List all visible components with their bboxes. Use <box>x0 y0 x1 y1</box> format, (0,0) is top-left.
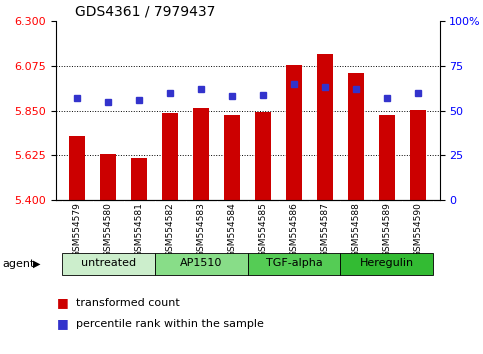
Bar <box>162 113 178 200</box>
Text: transformed count: transformed count <box>76 298 180 308</box>
Bar <box>248 253 341 275</box>
Bar <box>410 110 426 200</box>
Text: GSM554585: GSM554585 <box>258 202 268 257</box>
Bar <box>131 158 147 200</box>
Bar <box>70 136 85 200</box>
Bar <box>155 253 248 275</box>
Text: GSM554589: GSM554589 <box>383 202 391 257</box>
Bar <box>193 108 209 200</box>
Bar <box>379 115 395 200</box>
Text: untreated: untreated <box>81 258 136 268</box>
Bar <box>286 65 302 200</box>
Bar <box>224 115 240 200</box>
Bar <box>256 112 271 200</box>
Bar <box>100 154 116 200</box>
Bar <box>317 54 333 200</box>
Text: ▶: ▶ <box>33 259 41 269</box>
Text: GSM554586: GSM554586 <box>289 202 298 257</box>
Text: GDS4361 / 7979437: GDS4361 / 7979437 <box>75 5 215 19</box>
Text: ■: ■ <box>57 296 69 309</box>
Text: GSM554590: GSM554590 <box>413 202 422 257</box>
Text: GSM554587: GSM554587 <box>320 202 329 257</box>
Text: percentile rank within the sample: percentile rank within the sample <box>76 319 264 329</box>
Text: AP1510: AP1510 <box>180 258 222 268</box>
Text: ■: ■ <box>57 318 69 330</box>
Text: GSM554584: GSM554584 <box>227 202 237 257</box>
Text: Heregulin: Heregulin <box>360 258 414 268</box>
Bar <box>348 73 364 200</box>
Text: GSM554579: GSM554579 <box>73 202 82 257</box>
Text: GSM554580: GSM554580 <box>104 202 113 257</box>
Text: agent: agent <box>2 259 35 269</box>
Text: GSM554582: GSM554582 <box>166 202 175 257</box>
Bar <box>62 253 155 275</box>
Text: GSM554581: GSM554581 <box>135 202 143 257</box>
Text: GSM554588: GSM554588 <box>352 202 360 257</box>
Text: GSM554583: GSM554583 <box>197 202 206 257</box>
Text: TGF-alpha: TGF-alpha <box>266 258 322 268</box>
Bar <box>341 253 433 275</box>
